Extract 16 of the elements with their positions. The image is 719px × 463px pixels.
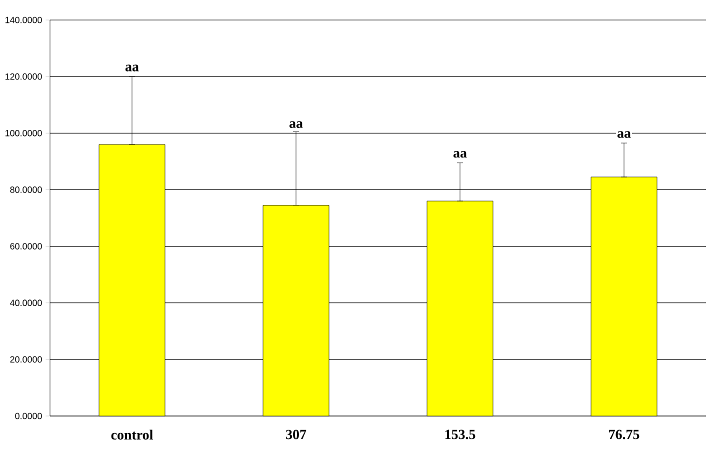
y-tick-label: 0.0000: [15, 412, 42, 420]
x-tick-label: control: [111, 430, 153, 440]
x-tick-label: 153.5: [445, 430, 476, 440]
x-tick-label: 76.75: [609, 430, 640, 440]
annotation: aa: [617, 131, 631, 138]
y-tick-label: 60.0000: [10, 243, 42, 250]
annotation: aa: [453, 150, 467, 158]
y-tick-label: 140.0000: [6, 16, 42, 24]
x-tick-label: 307: [286, 430, 306, 440]
y-tick-label: 40.0000: [10, 300, 42, 306]
y-tick-label: 20.0000: [10, 356, 42, 363]
annotation: aa: [289, 121, 303, 128]
y-tick-label: 80.0000: [10, 186, 42, 193]
annotation: aa: [125, 64, 139, 72]
y-tick-label: 120.0000: [6, 73, 42, 80]
y-tick-label: 100.0000: [6, 130, 42, 136]
